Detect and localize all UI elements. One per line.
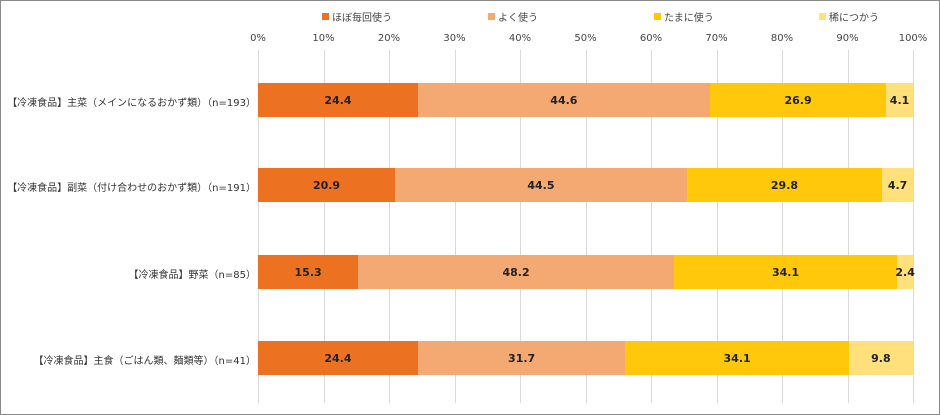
gridline	[782, 50, 783, 403]
legend-swatch-icon	[654, 13, 661, 20]
x-tick-label: 60%	[639, 33, 663, 44]
legend-swatch-icon	[488, 13, 495, 20]
bar-segment: 24.4	[258, 341, 418, 375]
legend-label: たまに使う	[664, 13, 714, 24]
bar-segment: 9.8	[848, 341, 913, 375]
bar-segment: 4.7	[882, 168, 913, 202]
gridline	[520, 50, 521, 403]
legend-label: 稀につかう	[829, 13, 879, 24]
x-tick-label: 0%	[250, 33, 266, 44]
stacked-bar: 15.3 48.2 34.1 2.4	[258, 255, 915, 289]
legend-item: よく使う	[488, 9, 538, 24]
bar-segment: 29.8	[686, 168, 883, 202]
category-label: 【冷凍食品】主食（ごはん類、麺類等）（n=41）	[33, 356, 256, 367]
gridline	[586, 50, 587, 403]
bar-segment: 24.4	[258, 83, 418, 117]
bar-segment: 15.3	[258, 255, 359, 289]
gridline	[913, 50, 914, 403]
category-label: 【冷凍食品】主菜（メインになるおかず類）（n=193）	[7, 98, 256, 109]
gridline	[324, 50, 325, 403]
stacked-bar: 24.4 44.6 26.9 4.1	[258, 83, 913, 117]
stacked-bar: 20.9 44.5 29.8 4.7	[258, 168, 913, 202]
legend-item: ほぼ毎回使う	[322, 9, 392, 24]
x-tick-label: 50%	[574, 33, 597, 44]
x-tick-label: 30%	[443, 33, 466, 44]
x-tick-label: 20%	[377, 33, 401, 44]
bar-segment: 44.6	[417, 83, 710, 117]
x-tick-label: 100%	[898, 33, 928, 44]
bar-segment: 34.1	[625, 341, 849, 375]
legend-item: 稀につかう	[819, 9, 879, 24]
x-tick-label: 70%	[705, 33, 728, 44]
gridline	[258, 50, 259, 403]
legend-label: ほぼ毎回使う	[332, 13, 392, 24]
bar-segment: 4.1	[886, 83, 913, 117]
category-label: 【冷凍食品】野菜（n=85）	[128, 270, 256, 281]
x-tick-label: 40%	[508, 33, 532, 44]
legend-label: よく使う	[498, 13, 538, 24]
bar-segment: 34.1	[673, 255, 898, 289]
bar-segment: 31.7	[417, 341, 626, 375]
bar-segment: 44.5	[395, 168, 687, 202]
bar-segment: 26.9	[709, 83, 887, 117]
gridline	[651, 50, 652, 403]
gridline	[455, 50, 456, 403]
x-tick-label: 10%	[312, 33, 335, 44]
category-label: 【冷凍食品】副菜（付け合わせのおかず類）（n=191）	[7, 183, 256, 194]
legend: ほぼ毎回使う よく使う たまに使う 稀につかう	[0, 9, 940, 24]
bar-segment: 20.9	[258, 168, 396, 202]
bar-segment: 48.2	[358, 255, 674, 289]
stacked-bar: 24.4 31.7 34.1 9.8	[258, 341, 913, 375]
gridline	[389, 50, 390, 403]
legend-swatch-icon	[322, 13, 329, 20]
bar-segment: 2.4	[895, 255, 915, 289]
x-tick-label: 80%	[770, 33, 794, 44]
gridline	[848, 50, 849, 403]
x-tick-label: 90%	[836, 33, 859, 44]
gridline	[717, 50, 718, 403]
legend-item: たまに使う	[654, 9, 714, 24]
legend-swatch-icon	[819, 13, 826, 20]
